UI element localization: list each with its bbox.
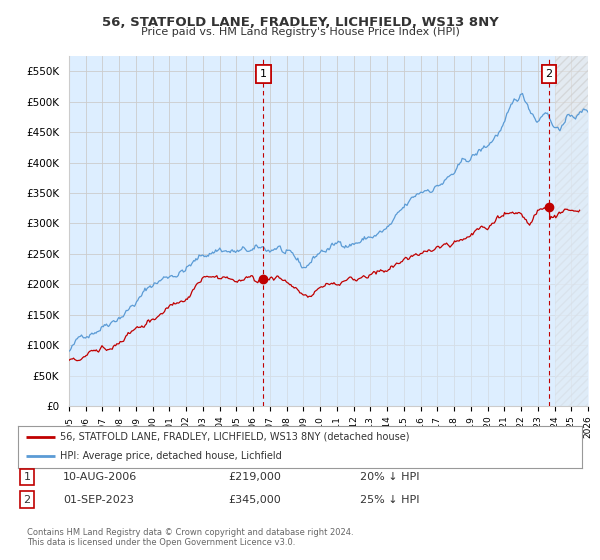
Text: Price paid vs. HM Land Registry's House Price Index (HPI): Price paid vs. HM Land Registry's House … — [140, 27, 460, 37]
Text: £219,000: £219,000 — [228, 472, 281, 482]
Text: 01-SEP-2023: 01-SEP-2023 — [63, 494, 134, 505]
Bar — [554, 56, 588, 406]
Text: £345,000: £345,000 — [228, 494, 281, 505]
Text: 1: 1 — [260, 69, 267, 80]
Text: 56, STATFOLD LANE, FRADLEY, LICHFIELD, WS13 8NY (detached house): 56, STATFOLD LANE, FRADLEY, LICHFIELD, W… — [60, 432, 410, 442]
Text: 10-AUG-2006: 10-AUG-2006 — [63, 472, 137, 482]
Text: Contains HM Land Registry data © Crown copyright and database right 2024.
This d: Contains HM Land Registry data © Crown c… — [27, 528, 353, 547]
Text: 56, STATFOLD LANE, FRADLEY, LICHFIELD, WS13 8NY: 56, STATFOLD LANE, FRADLEY, LICHFIELD, W… — [101, 16, 499, 29]
Text: 2: 2 — [545, 69, 553, 80]
Text: 1: 1 — [260, 69, 267, 80]
Text: 20% ↓ HPI: 20% ↓ HPI — [360, 472, 419, 482]
Text: 2: 2 — [545, 69, 553, 80]
Text: 2: 2 — [23, 494, 31, 505]
Text: 1: 1 — [23, 472, 31, 482]
Text: HPI: Average price, detached house, Lichfield: HPI: Average price, detached house, Lich… — [60, 451, 282, 461]
Text: 25% ↓ HPI: 25% ↓ HPI — [360, 494, 419, 505]
